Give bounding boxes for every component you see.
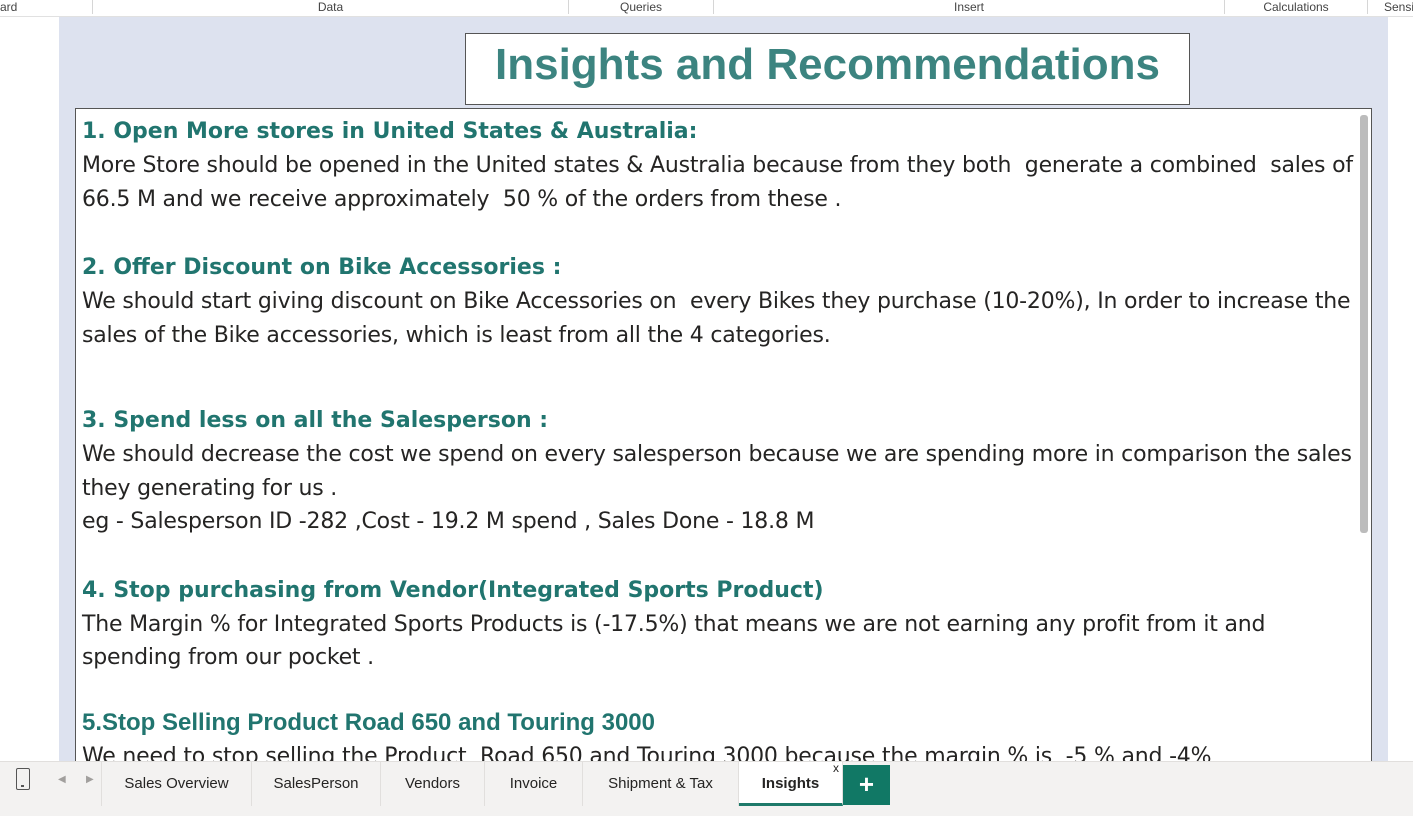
insight-heading: 1. Open More stores in United States & A…: [82, 119, 698, 144]
insight-body: We should decrease the cost we spend on …: [82, 442, 1359, 501]
ribbon-group-labels: ard Data Queries Insert Calculations Sen…: [0, 0, 1413, 17]
chevron-left-icon[interactable]: ◀: [58, 774, 66, 785]
insight-heading: 2. Offer Discount on Bike Accessories :: [82, 255, 562, 280]
ribbon-group-dashboard: ard: [0, 0, 18, 14]
tab-sales-overview[interactable]: Sales Overview: [101, 762, 252, 806]
chevron-right-icon[interactable]: ▶: [86, 774, 94, 785]
insight-body: The Margin % for Integrated Sports Produ…: [82, 611, 1273, 671]
tab-invoice[interactable]: Invoice: [485, 762, 583, 806]
insight-heading: 3. Spend less on all the Salesperson :: [82, 408, 549, 433]
page-title: Insights and Recommendations: [495, 40, 1160, 89]
tab-shipment-tax[interactable]: Shipment & Tax: [583, 762, 739, 806]
insights-textbox[interactable]: 1. Open More stores in United States & A…: [75, 108, 1372, 768]
insight-body: We should start giving discount on Bike …: [82, 289, 1358, 348]
insights-content: 1. Open More stores in United States & A…: [82, 115, 1360, 767]
ribbon-group-queries: Queries: [619, 0, 663, 14]
ribbon-group-sensitivity: Sensi: [1384, 0, 1413, 14]
tab-insights[interactable]: Insights x: [739, 761, 843, 806]
phone-icon[interactable]: [16, 768, 30, 790]
ribbon-group-data: Data: [317, 0, 344, 14]
insight-heading: 4. Stop purchasing from Vendor(Integrate…: [82, 577, 824, 603]
close-tab-icon[interactable]: x: [833, 761, 839, 775]
ribbon-group-insert: Insert: [953, 0, 984, 14]
title-textbox[interactable]: Insights and Recommendations: [465, 33, 1190, 105]
ribbon-separator: [92, 0, 93, 14]
tab-salesperson[interactable]: SalesPerson: [252, 762, 381, 806]
tab-insights-label: Insights: [761, 775, 820, 792]
insight-example: eg - Salesperson ID -282 ,Cost - 19.2 M …: [82, 509, 815, 534]
ribbon-separator: [1224, 0, 1225, 14]
insight-heading: 5.Stop Selling Product Road 650 and Tour…: [82, 708, 655, 736]
add-page-button[interactable]: +: [843, 765, 890, 805]
ribbon-separator: [1367, 0, 1368, 14]
page-tab-bar: ◀ ▶ Sales Overview SalesPerson Vendors I…: [0, 761, 1413, 816]
tab-vendors[interactable]: Vendors: [381, 762, 485, 806]
insight-body: More Store should be opened in the Unite…: [82, 153, 1360, 212]
ribbon-group-calculations: Calculations: [1263, 0, 1329, 14]
ribbon-separator: [713, 0, 714, 14]
textbox-scrollbar[interactable]: [1360, 115, 1368, 533]
ribbon-separator: [568, 0, 569, 14]
